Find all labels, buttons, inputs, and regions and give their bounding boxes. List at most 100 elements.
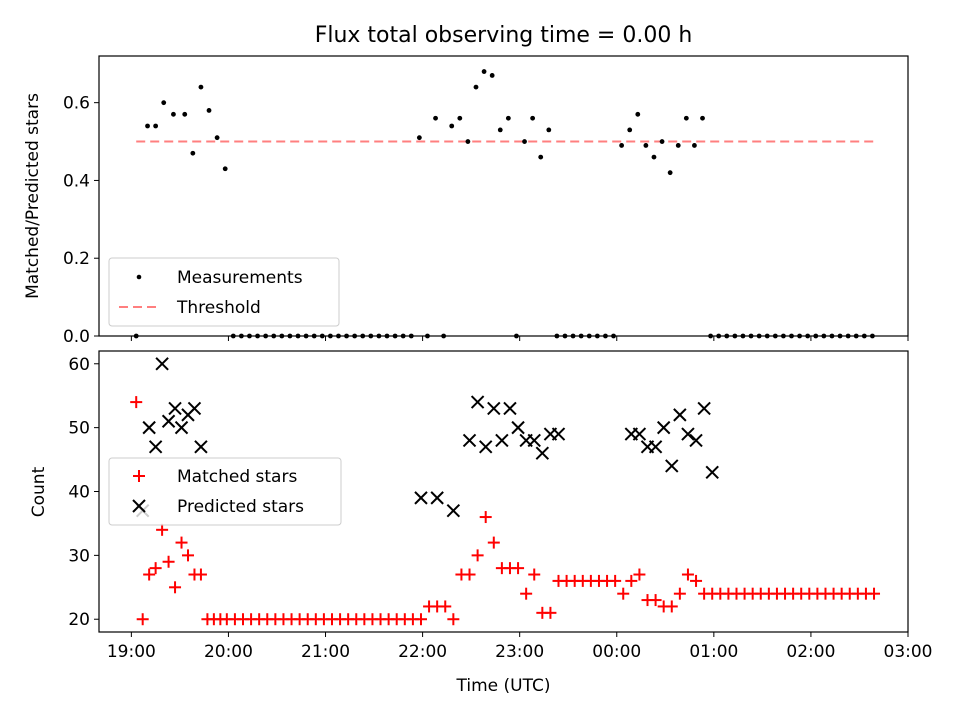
top-y-tick-label: 0.2 xyxy=(63,249,90,269)
matched-star-point xyxy=(162,555,175,568)
top-y-ticks: 0.0 0.2 0.4 0.6 xyxy=(63,94,99,347)
measurement-point xyxy=(376,333,382,339)
matched-star-point xyxy=(609,574,622,587)
bottom-legend-box xyxy=(108,457,342,526)
measurement-point xyxy=(449,123,455,129)
measurement-point xyxy=(611,333,616,339)
predicted-star-point xyxy=(551,427,566,441)
matched-star-point xyxy=(414,613,427,626)
measurement-point xyxy=(416,135,422,141)
measurement-point xyxy=(853,333,859,339)
bottom-y-axis-label: Count xyxy=(29,466,49,517)
matched-star-point xyxy=(463,568,476,581)
predicted-star-point xyxy=(148,440,163,454)
predicted-star-point xyxy=(503,401,517,416)
matched-star-point xyxy=(487,536,500,549)
measurement-point xyxy=(586,333,592,339)
measurement-point xyxy=(263,333,269,339)
x-axis-label: Time (UTC) xyxy=(456,676,551,696)
bottom-y-ticks: 20 30 40 50 60 xyxy=(68,355,99,630)
measurement-point xyxy=(667,170,673,176)
measurement-point xyxy=(651,154,657,160)
bottom-y-tick-label: 20 xyxy=(68,610,90,630)
measurement-point xyxy=(311,333,317,339)
measurement-point xyxy=(635,111,641,117)
measurement-point xyxy=(538,154,544,160)
measurement-point xyxy=(206,108,212,113)
measurement-point xyxy=(692,143,697,148)
predicted-star-point xyxy=(665,459,679,473)
measurement-point xyxy=(287,333,293,339)
top-x-ticks xyxy=(130,336,909,341)
matched-star-point xyxy=(156,523,169,536)
measurement-point xyxy=(368,333,374,339)
predicted-star-point xyxy=(168,401,182,416)
measurement-point xyxy=(441,333,447,339)
matched-star-point xyxy=(649,594,662,607)
measurement-point xyxy=(433,115,438,121)
measurement-point xyxy=(821,333,827,339)
chart-title: Flux total observing time = 0.00 h xyxy=(315,23,693,48)
matched-star-point xyxy=(181,549,194,562)
measurement-points xyxy=(133,69,875,339)
measurement-point xyxy=(344,333,349,339)
legend-matched-label: Matched stars xyxy=(177,467,297,487)
matched-star-point xyxy=(169,581,182,594)
measurement-point xyxy=(255,333,260,339)
matched-star-point xyxy=(528,568,541,581)
matched-star-point xyxy=(143,568,156,581)
measurement-point xyxy=(659,139,665,144)
measurement-point xyxy=(400,333,406,339)
matched-star-point xyxy=(439,600,452,613)
predicted-star-point xyxy=(681,427,695,441)
x-tick-label: 21:00 xyxy=(301,642,350,662)
measurement-point xyxy=(708,333,714,339)
measurement-point xyxy=(481,69,487,74)
measurement-point xyxy=(182,111,188,117)
measurement-point xyxy=(505,115,511,121)
matched-star-point xyxy=(175,536,188,549)
bottom-x-ticks: 19:00 20:00 21:00 22:00 23:00 00:00 01:00 02:00… xyxy=(107,632,933,662)
matched-star-point xyxy=(690,574,703,587)
measurement-point xyxy=(238,333,244,339)
matched-star-point xyxy=(194,568,207,581)
measurement-point xyxy=(813,333,819,339)
measurement-point xyxy=(295,333,301,339)
measurement-point xyxy=(230,333,236,339)
predicted-star-point xyxy=(462,433,477,448)
legend-predicted-marker xyxy=(132,499,146,513)
x-tick-label: 20:00 xyxy=(204,642,253,662)
matched-star-point xyxy=(149,562,162,575)
measurement-point xyxy=(789,333,794,339)
predicted-star-point xyxy=(174,420,189,435)
measurement-point xyxy=(724,333,730,339)
predicted-star-point xyxy=(446,503,461,518)
x-tick-label: 03:00 xyxy=(884,642,933,662)
matched-star-point xyxy=(447,613,460,626)
measurement-point xyxy=(336,333,341,339)
predicted-star-point xyxy=(511,420,525,435)
measurement-point xyxy=(578,333,584,339)
legend-measurements-marker xyxy=(136,274,142,280)
bottom-y-tick-label: 30 xyxy=(68,546,90,566)
measurement-point xyxy=(145,123,150,129)
measurement-point xyxy=(594,333,600,339)
top-y-tick-label: 0.4 xyxy=(63,171,90,191)
predicted-star-point xyxy=(187,401,202,416)
measurement-point xyxy=(319,333,325,339)
x-tick-label: 00:00 xyxy=(592,642,641,662)
x-tick-label: 19:00 xyxy=(107,642,156,662)
measurement-point xyxy=(546,127,552,133)
measurement-point xyxy=(271,333,277,339)
measurement-point xyxy=(279,333,285,339)
top-legend: Measurements Threshold xyxy=(108,257,340,327)
predicted-star-point xyxy=(142,420,156,435)
matched-star-point xyxy=(136,613,149,626)
top-y-tick-label: 0.0 xyxy=(63,327,90,347)
measurement-point xyxy=(619,143,625,148)
matched-star-point xyxy=(130,396,143,409)
measurement-point xyxy=(683,115,689,121)
measurement-point xyxy=(392,333,398,339)
matched-star-point xyxy=(544,606,557,619)
